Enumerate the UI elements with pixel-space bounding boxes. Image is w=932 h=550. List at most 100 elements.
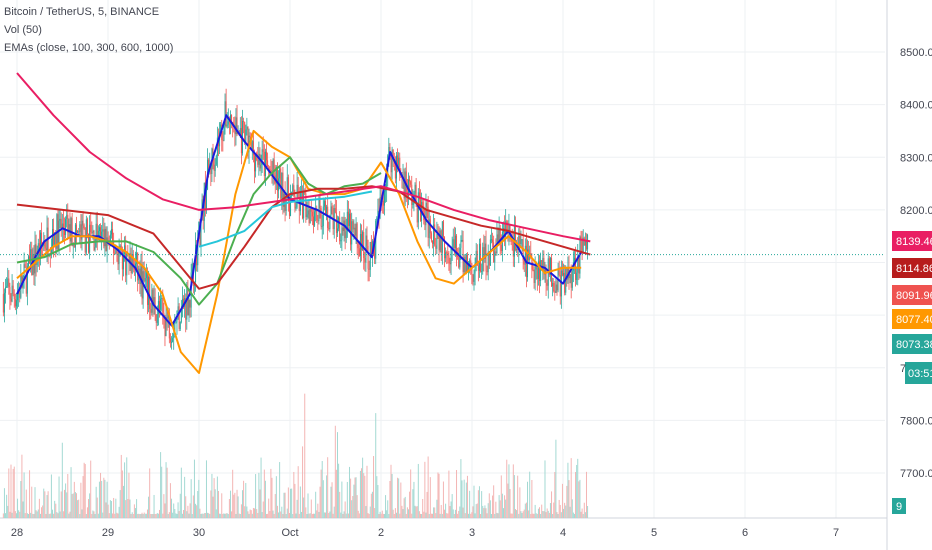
candle-body	[405, 171, 407, 192]
candle-body	[473, 273, 475, 282]
volume-bar	[54, 500, 56, 518]
volume-bar	[5, 513, 7, 518]
candle-body	[382, 200, 384, 206]
candle-body	[45, 248, 47, 251]
candle-body	[213, 159, 215, 171]
candle-body	[227, 121, 229, 125]
volume-tag	[892, 498, 906, 514]
candle-body	[83, 225, 85, 229]
candle-body	[231, 114, 233, 122]
volume-bar	[3, 488, 5, 518]
candle-body	[122, 254, 124, 270]
volume-bar	[122, 485, 124, 518]
volume-legend[interactable]: Vol (50)	[4, 24, 42, 36]
volume-bar	[66, 492, 68, 518]
volume-bar	[280, 511, 282, 518]
volume-bar	[241, 490, 243, 518]
volume-bar	[482, 505, 484, 518]
candle-body	[319, 198, 321, 209]
candle-body	[456, 235, 458, 256]
volume-bar	[179, 493, 181, 518]
candle-body	[558, 270, 560, 275]
price-axis[interactable]: 7700.00 7800.00 8200.00 8300.00 8400.00 8500.…	[900, 47, 932, 480]
candle-body	[545, 270, 547, 283]
volume-bar	[188, 513, 190, 518]
candle-body	[90, 224, 92, 233]
volume-bar	[374, 508, 376, 518]
volume-bar	[121, 470, 123, 518]
volume-bar	[177, 502, 179, 518]
candle-body	[50, 247, 52, 256]
candle-body	[350, 213, 352, 245]
candle-body	[69, 224, 71, 242]
volume-bar	[383, 513, 385, 518]
candle-body	[426, 202, 428, 207]
candle-body	[435, 245, 437, 249]
volume-bar	[413, 481, 415, 518]
candle-body	[257, 159, 259, 165]
candle-body	[183, 298, 185, 308]
x-tick-label: Oct	[281, 527, 298, 539]
volume-bar	[234, 492, 236, 518]
volume-bar	[140, 513, 142, 518]
volume-bar	[81, 509, 83, 518]
volume-bar	[407, 509, 409, 518]
volume-bar	[492, 495, 494, 518]
volume-bar	[83, 462, 85, 518]
price-tag	[892, 285, 932, 305]
volume-bar	[442, 481, 444, 518]
candle-body	[173, 333, 175, 339]
volume-bar	[324, 512, 326, 518]
volume-bar	[59, 511, 61, 518]
volume-bar	[377, 485, 379, 518]
volume-bar	[577, 458, 579, 518]
volume-bar	[587, 506, 589, 518]
volume-bar	[575, 471, 577, 518]
volume-bar	[582, 513, 584, 518]
volume-bar	[18, 510, 20, 518]
candle-body	[505, 221, 507, 237]
volume-bar	[307, 493, 309, 518]
volume-bar	[20, 481, 22, 518]
volume-bar	[2, 513, 4, 518]
volume-bar	[160, 452, 162, 518]
volume-bar	[355, 477, 357, 518]
volume-bar	[326, 475, 328, 518]
volume-bar	[316, 510, 318, 518]
candle-body	[472, 274, 474, 282]
candle-body	[571, 270, 573, 288]
candle-body	[96, 223, 98, 240]
volume-bar	[444, 509, 446, 518]
symbol-title[interactable]: Bitcoin / TetherUS, 5, BINANCE	[4, 6, 160, 18]
volume-bar	[504, 495, 506, 518]
candle-body	[480, 243, 482, 272]
volume-bar	[190, 479, 192, 518]
x-tick-label: 28	[11, 527, 23, 539]
volume-bar	[558, 499, 560, 518]
volume-bar	[222, 514, 224, 518]
volume-bar	[478, 486, 480, 518]
volume-bar	[224, 513, 226, 518]
ema-legend[interactable]: EMAs (close, 100, 300, 600, 1000)	[4, 42, 174, 54]
volume-bar	[183, 510, 185, 518]
candle-body	[24, 264, 26, 268]
candle-body	[44, 242, 46, 249]
volume-bar	[544, 460, 546, 518]
volume-bar	[195, 503, 197, 518]
ema-line	[16, 129, 582, 374]
candle-body	[477, 265, 479, 271]
candle-body	[410, 181, 412, 185]
candle-body	[556, 284, 558, 291]
volume-bar	[309, 513, 311, 518]
volume-bar	[250, 510, 252, 518]
candle-body	[185, 297, 187, 320]
volume-bar	[37, 509, 39, 518]
candle-body	[148, 276, 150, 305]
candle-body	[68, 224, 70, 233]
volume-bar	[167, 513, 169, 518]
volume-bar	[283, 492, 285, 518]
candle-body	[55, 233, 57, 249]
volume-bar	[231, 511, 233, 518]
time-axis[interactable]: 28 29 30 Oct 2 3 4 5 6 7	[11, 527, 839, 539]
